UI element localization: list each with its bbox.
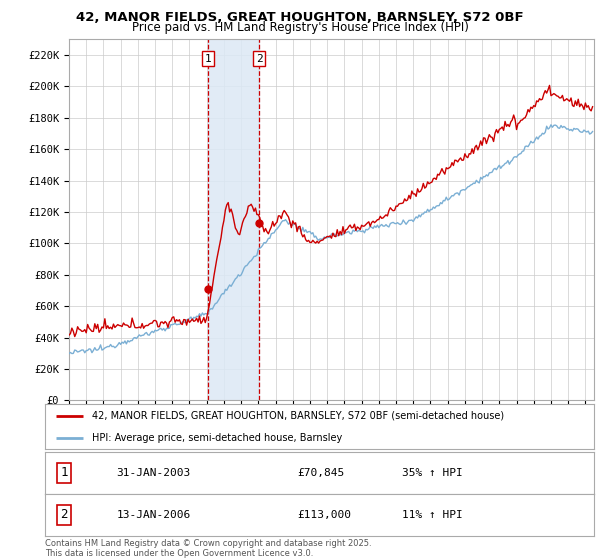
Text: Contains HM Land Registry data © Crown copyright and database right 2025.
This d: Contains HM Land Registry data © Crown c… [45, 539, 371, 558]
Text: 42, MANOR FIELDS, GREAT HOUGHTON, BARNSLEY, S72 0BF: 42, MANOR FIELDS, GREAT HOUGHTON, BARNSL… [76, 11, 524, 24]
Text: 1: 1 [205, 54, 211, 64]
Text: 42, MANOR FIELDS, GREAT HOUGHTON, BARNSLEY, S72 0BF (semi-detached house): 42, MANOR FIELDS, GREAT HOUGHTON, BARNSL… [92, 410, 504, 421]
Text: Price paid vs. HM Land Registry's House Price Index (HPI): Price paid vs. HM Land Registry's House … [131, 21, 469, 34]
Text: 35% ↑ HPI: 35% ↑ HPI [402, 468, 463, 478]
Text: 2: 2 [61, 508, 68, 521]
Text: 11% ↑ HPI: 11% ↑ HPI [402, 510, 463, 520]
Text: 1: 1 [61, 466, 68, 479]
Text: £113,000: £113,000 [298, 510, 352, 520]
Text: HPI: Average price, semi-detached house, Barnsley: HPI: Average price, semi-detached house,… [92, 433, 342, 443]
Text: £70,845: £70,845 [298, 468, 345, 478]
Text: 13-JAN-2006: 13-JAN-2006 [116, 510, 191, 520]
Text: 31-JAN-2003: 31-JAN-2003 [116, 468, 191, 478]
Text: 2: 2 [256, 54, 262, 64]
